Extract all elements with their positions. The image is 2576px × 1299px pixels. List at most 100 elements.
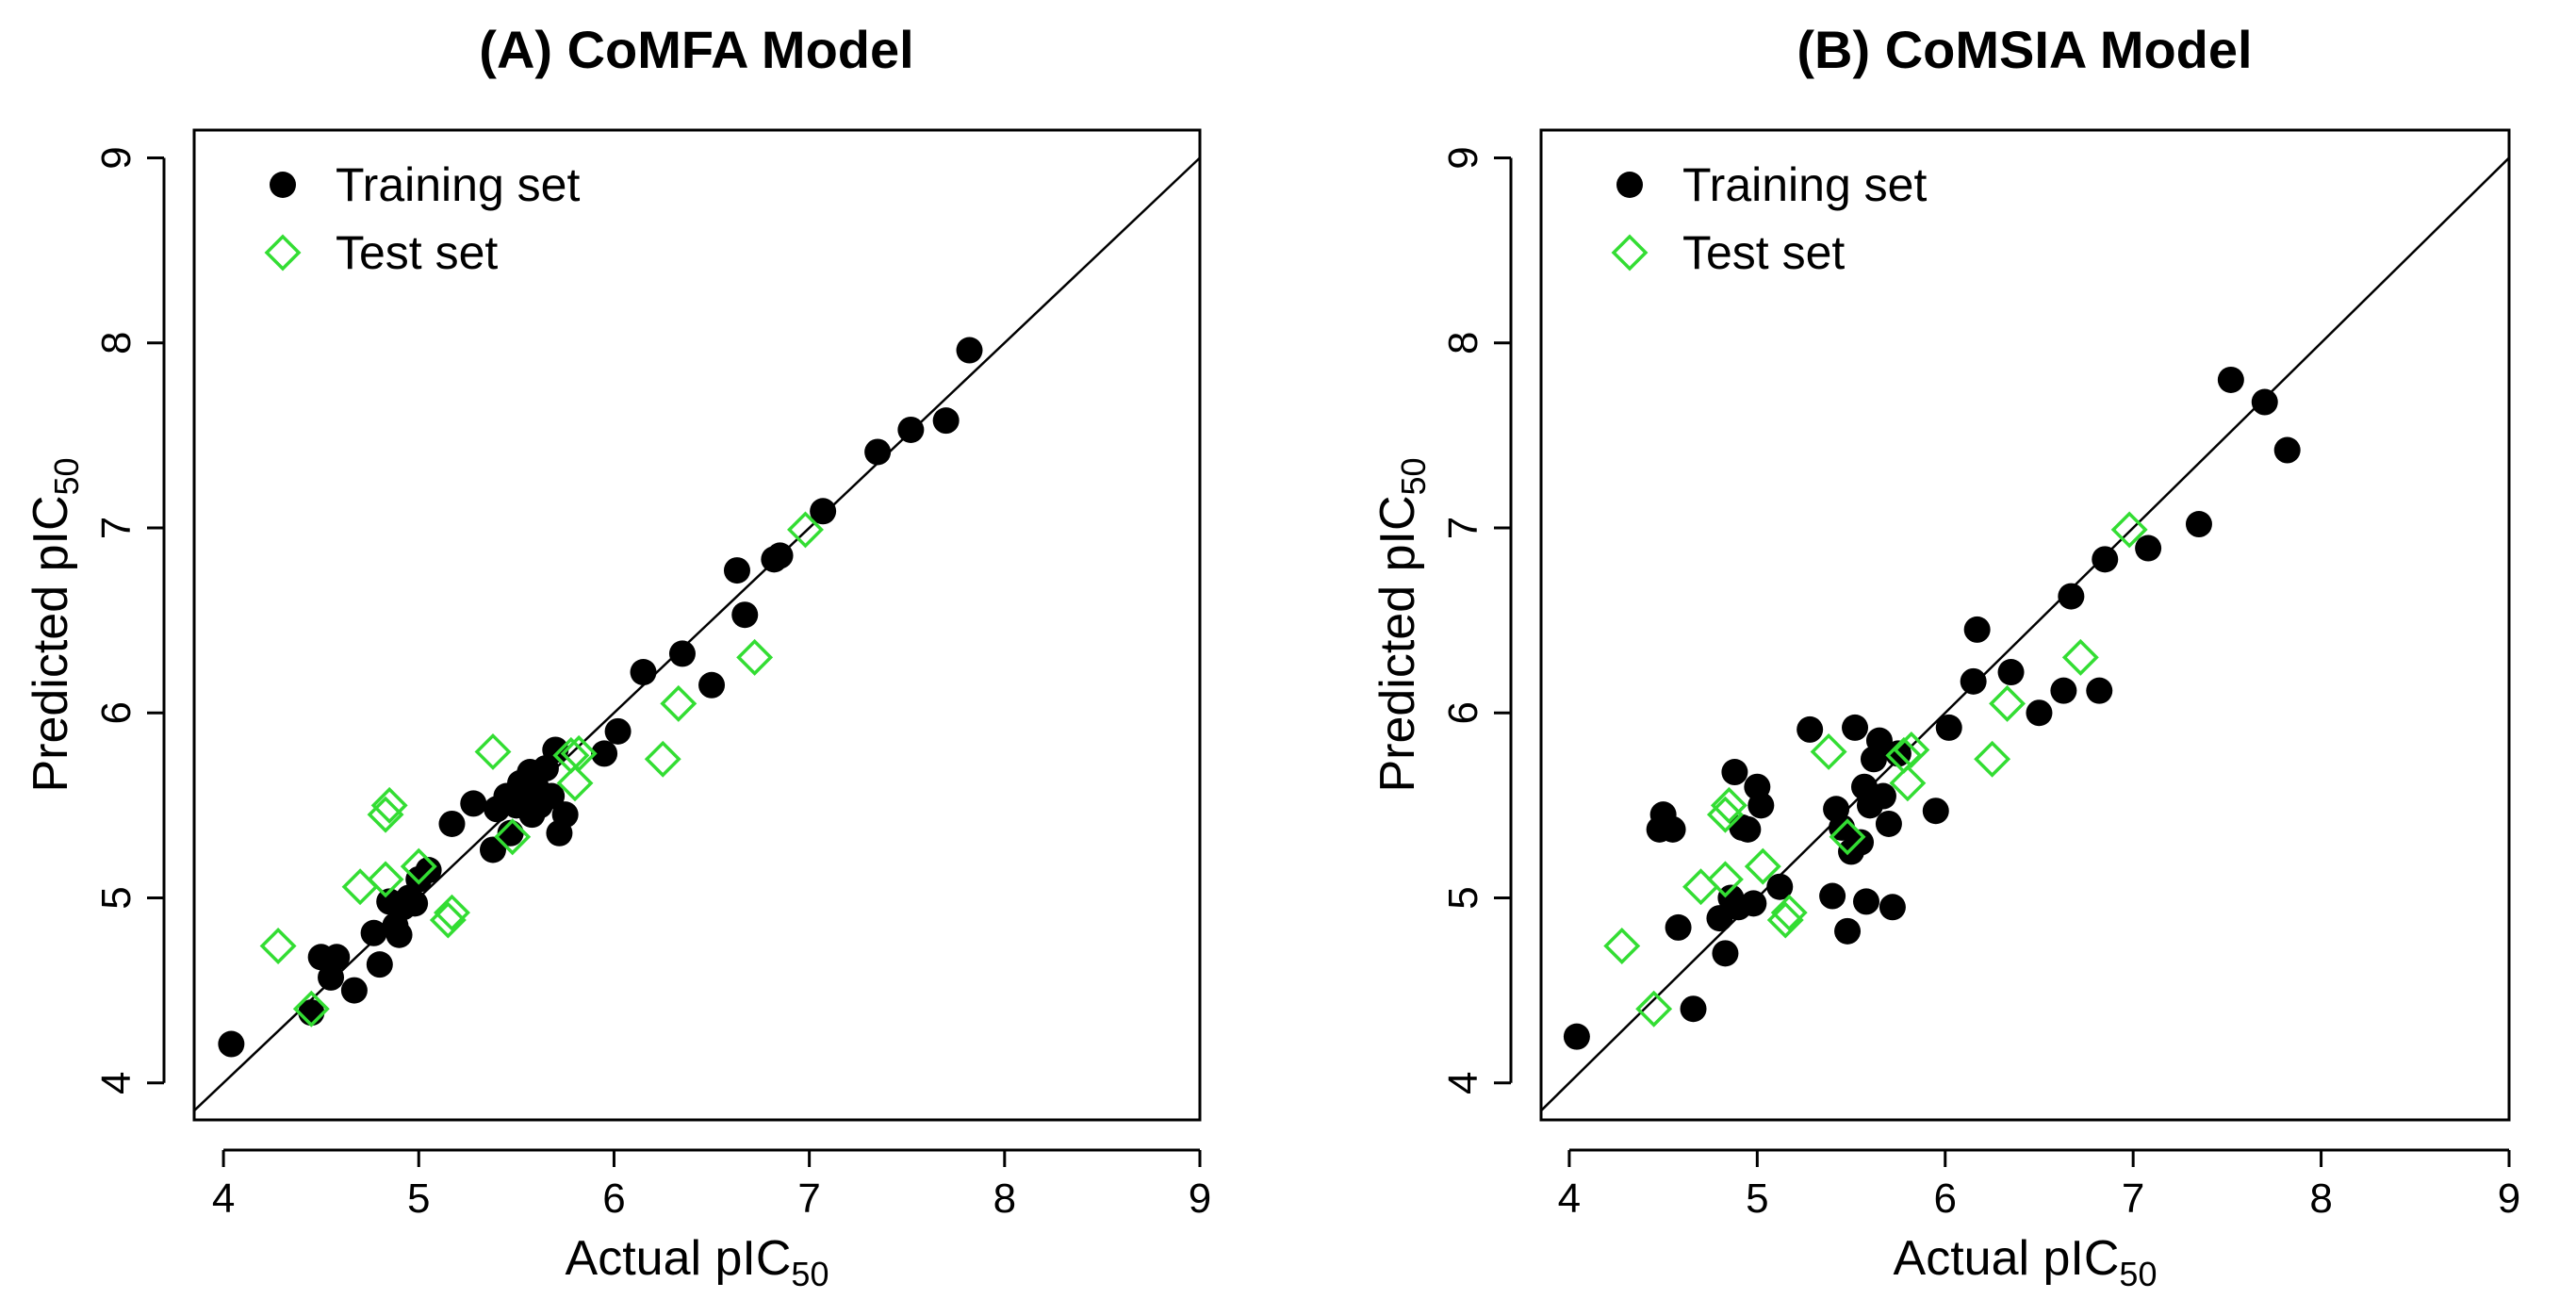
legend-test-label: Test set bbox=[1682, 226, 1845, 279]
training-point bbox=[698, 671, 726, 699]
training-point bbox=[630, 659, 657, 686]
training-point bbox=[668, 640, 696, 667]
x-axis-label: Actual pIC50 bbox=[1894, 1231, 2158, 1293]
y-tick-label: 5 bbox=[1440, 886, 1486, 909]
x-axis-label-subscript: 50 bbox=[2119, 1255, 2157, 1293]
legend-test-marker bbox=[1611, 234, 1649, 271]
test-point bbox=[1744, 847, 1781, 885]
y-tick-label: 6 bbox=[1440, 701, 1486, 724]
x-axis-label: Actual pIC50 bbox=[566, 1231, 829, 1293]
test-point bbox=[2110, 511, 2148, 549]
training-point bbox=[1721, 759, 1748, 786]
training-point bbox=[1563, 1023, 1590, 1050]
test-point bbox=[494, 818, 532, 856]
x-tick-label: 4 bbox=[1558, 1176, 1581, 1222]
test-point bbox=[367, 796, 404, 833]
training-point bbox=[323, 944, 351, 971]
x-axis-label-subscript: 50 bbox=[791, 1255, 829, 1293]
x-tick-label: 5 bbox=[1746, 1176, 1768, 1222]
legend-training-marker bbox=[1616, 172, 1643, 198]
training-point bbox=[723, 557, 750, 584]
test-point bbox=[1635, 990, 1673, 1028]
y-tick-label: 8 bbox=[1440, 331, 1486, 354]
y-axis-label-subscript: 50 bbox=[47, 457, 86, 495]
training-point bbox=[2273, 436, 2301, 464]
x-tick-label: 9 bbox=[1189, 1176, 1211, 1222]
x-tick-label: 7 bbox=[797, 1176, 820, 1222]
training-point bbox=[2026, 699, 2053, 727]
legend: Training set Test set bbox=[1611, 158, 1927, 279]
training-point bbox=[1997, 659, 2025, 686]
training-point bbox=[1963, 616, 1991, 643]
x-tick-label: 6 bbox=[602, 1176, 625, 1222]
x-tick-label: 6 bbox=[1934, 1176, 1957, 1222]
training-point bbox=[386, 921, 413, 948]
y-axis-label: Predicted pIC50 bbox=[24, 457, 86, 792]
training-point bbox=[2185, 511, 2212, 538]
training-point bbox=[318, 963, 345, 991]
training-point bbox=[1847, 829, 1875, 856]
test-point bbox=[474, 732, 512, 770]
test-point bbox=[1893, 732, 1930, 768]
y-tick-label: 4 bbox=[1440, 1072, 1486, 1094]
training-point bbox=[542, 736, 569, 764]
training-point bbox=[956, 337, 983, 364]
training-point bbox=[864, 438, 892, 466]
test-point bbox=[292, 990, 330, 1028]
y-axis-label: Predicted pIC50 bbox=[1370, 457, 1433, 792]
x-axis-label-text: Actual pIC bbox=[566, 1231, 792, 1286]
y-tick-label: 6 bbox=[93, 701, 139, 724]
x-tick-label: 9 bbox=[2498, 1176, 2520, 1222]
training-point bbox=[1922, 797, 1949, 825]
training-point bbox=[218, 1030, 245, 1058]
y-axis-label-text: Predicted pIC bbox=[1370, 496, 1425, 793]
y-tick-label: 7 bbox=[1440, 517, 1486, 539]
test-point bbox=[787, 511, 824, 549]
training-point bbox=[932, 407, 960, 435]
test-point bbox=[736, 638, 774, 676]
training-point bbox=[360, 919, 387, 946]
legend-training-label: Training set bbox=[1682, 158, 1927, 211]
test-series bbox=[1603, 511, 2148, 1028]
training-point bbox=[340, 977, 368, 1004]
training-point bbox=[591, 740, 618, 767]
test-point bbox=[1889, 765, 1927, 802]
plot-frame bbox=[192, 128, 1202, 1122]
test-point bbox=[367, 861, 404, 898]
training-point bbox=[366, 951, 393, 978]
y-tick-label: 9 bbox=[1440, 146, 1486, 169]
plot-frame bbox=[1539, 128, 2511, 1122]
training-point bbox=[2217, 366, 2244, 393]
y-axis-label-subscript: 50 bbox=[1394, 457, 1433, 495]
training-point bbox=[1869, 782, 1896, 810]
x-tick-label: 7 bbox=[2122, 1176, 2144, 1222]
legend-test-label: Test set bbox=[336, 226, 498, 279]
training-point bbox=[810, 498, 837, 525]
training-point bbox=[1852, 888, 1879, 915]
legend-test-marker bbox=[264, 234, 302, 271]
training-point bbox=[1879, 894, 1906, 921]
test-point bbox=[644, 740, 681, 778]
training-point bbox=[1865, 727, 1893, 754]
test-series bbox=[259, 511, 824, 1028]
test-point bbox=[1989, 684, 2026, 722]
x-tick-label: 5 bbox=[407, 1176, 430, 1222]
training-point bbox=[604, 717, 632, 745]
test-point bbox=[2061, 638, 2099, 676]
training-point bbox=[1935, 714, 1962, 741]
test-point bbox=[1710, 786, 1747, 824]
training-point bbox=[1734, 815, 1762, 843]
chart-title: (A) CoMFA Model bbox=[479, 20, 913, 79]
x-axis-label-text: Actual pIC bbox=[1894, 1231, 2120, 1286]
test-point bbox=[1706, 861, 1744, 898]
training-point bbox=[1875, 810, 1902, 837]
training-point bbox=[731, 601, 759, 629]
training-point bbox=[2050, 677, 2077, 704]
training-point bbox=[1960, 667, 1987, 695]
training-point bbox=[2086, 677, 2113, 704]
training-point bbox=[1659, 815, 1686, 843]
